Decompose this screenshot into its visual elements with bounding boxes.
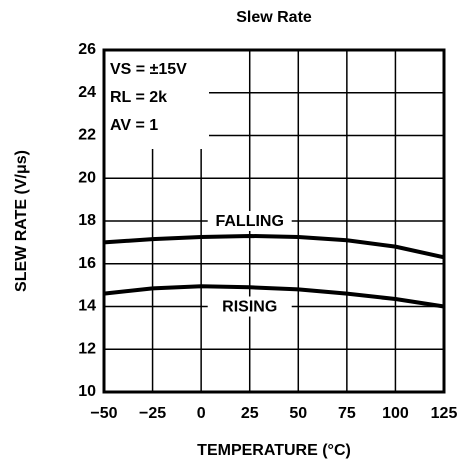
y-tick-label: 12: [78, 340, 96, 357]
series-label: RISING: [222, 299, 277, 316]
series-line: [103, 284, 445, 309]
x-tick-label: 100: [382, 405, 409, 422]
series-label-bg: [207, 296, 292, 317]
y-tick-label: 22: [78, 127, 96, 144]
y-tick-label: 20: [78, 169, 96, 186]
y-tick-label: 10: [78, 383, 96, 400]
plot-frame: [102, 48, 446, 394]
series-label-bg: [207, 211, 292, 231]
x-tick-label: −50: [90, 405, 117, 422]
x-tick-label: 25: [241, 405, 259, 422]
annotation: AV = 1: [110, 117, 158, 134]
annotation: RL = 2k: [110, 89, 167, 106]
y-tick-label: 18: [78, 212, 96, 229]
y-tick-label: 16: [78, 255, 96, 272]
x-tick-label: 75: [338, 405, 356, 422]
x-tick-label: 125: [431, 405, 458, 422]
y-tick-label: 26: [78, 41, 96, 58]
series-line: [103, 233, 445, 260]
x-tick-label: 0: [197, 405, 206, 422]
annotation: VS = ±15V: [110, 61, 187, 78]
annotation-box: [105, 51, 209, 149]
x-tick-label: −25: [139, 405, 166, 422]
x-tick-label: 50: [289, 405, 307, 422]
y-tick-label: 24: [78, 84, 96, 101]
series-label: FALLING: [215, 213, 283, 230]
y-tick-label: 14: [78, 298, 96, 315]
y-axis-label: SLEW RATE (V/μs): [13, 150, 30, 292]
x-axis-label: TEMPERATURE (°C): [197, 442, 351, 459]
chart-title: Slew Rate: [236, 9, 312, 26]
